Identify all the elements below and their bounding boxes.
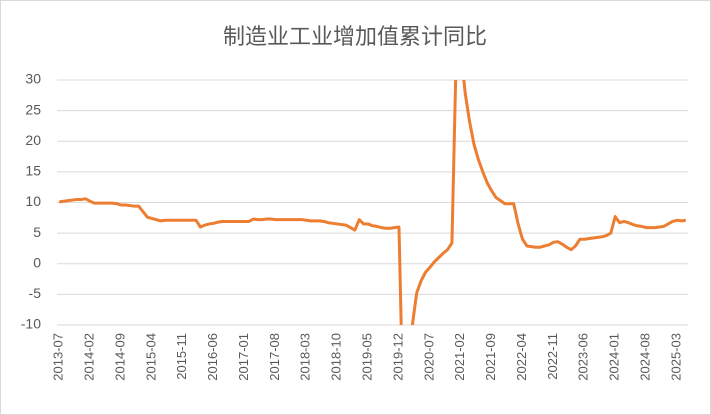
x-tick-label: 2019-12 [390,333,405,381]
y-tick-label: 10 [25,193,41,209]
x-tick-label: 2017-01 [236,333,251,381]
x-tick-label: 2015-04 [143,333,158,381]
x-tick-label: 2018-10 [329,333,344,381]
y-tick-label: -5 [29,285,42,301]
x-tick-label: 2014-02 [82,333,97,381]
x-tick-label: 2023-06 [576,333,591,381]
chart-title: 制造业工业增加值累计同比 [223,24,487,49]
x-tick-label: 2021-09 [483,333,498,381]
x-tick-label: 2022-11 [545,333,560,380]
x-tick-label: 2024-01 [607,333,622,381]
y-tick-label: 15 [25,163,41,179]
x-tick-label: 2018-03 [298,333,313,381]
data-line [59,80,686,325]
x-tick-label: 2013-07 [51,333,66,381]
x-tick-label: 2016-06 [205,333,220,381]
x-tick-label: 2022-04 [514,333,529,381]
y-tick-label: 0 [33,254,41,270]
x-tick-label: 2024-08 [638,333,653,381]
y-tick-label: 20 [25,132,41,148]
x-tick-label: 2025-03 [668,333,683,381]
x-tick-label: 2021-02 [452,333,467,381]
y-tick-label: 30 [25,71,41,87]
y-tick-label: -10 [21,316,41,332]
x-tick-label: 2017-08 [267,333,282,381]
y-tick-label: 5 [33,224,41,240]
x-tick-label: 2014-09 [112,333,127,381]
x-tick-label: 2020-07 [421,333,436,381]
y-tick-label: 25 [25,101,41,117]
x-tick-label: 2015-11 [174,333,189,380]
x-tick-label: 2019-05 [360,333,375,381]
